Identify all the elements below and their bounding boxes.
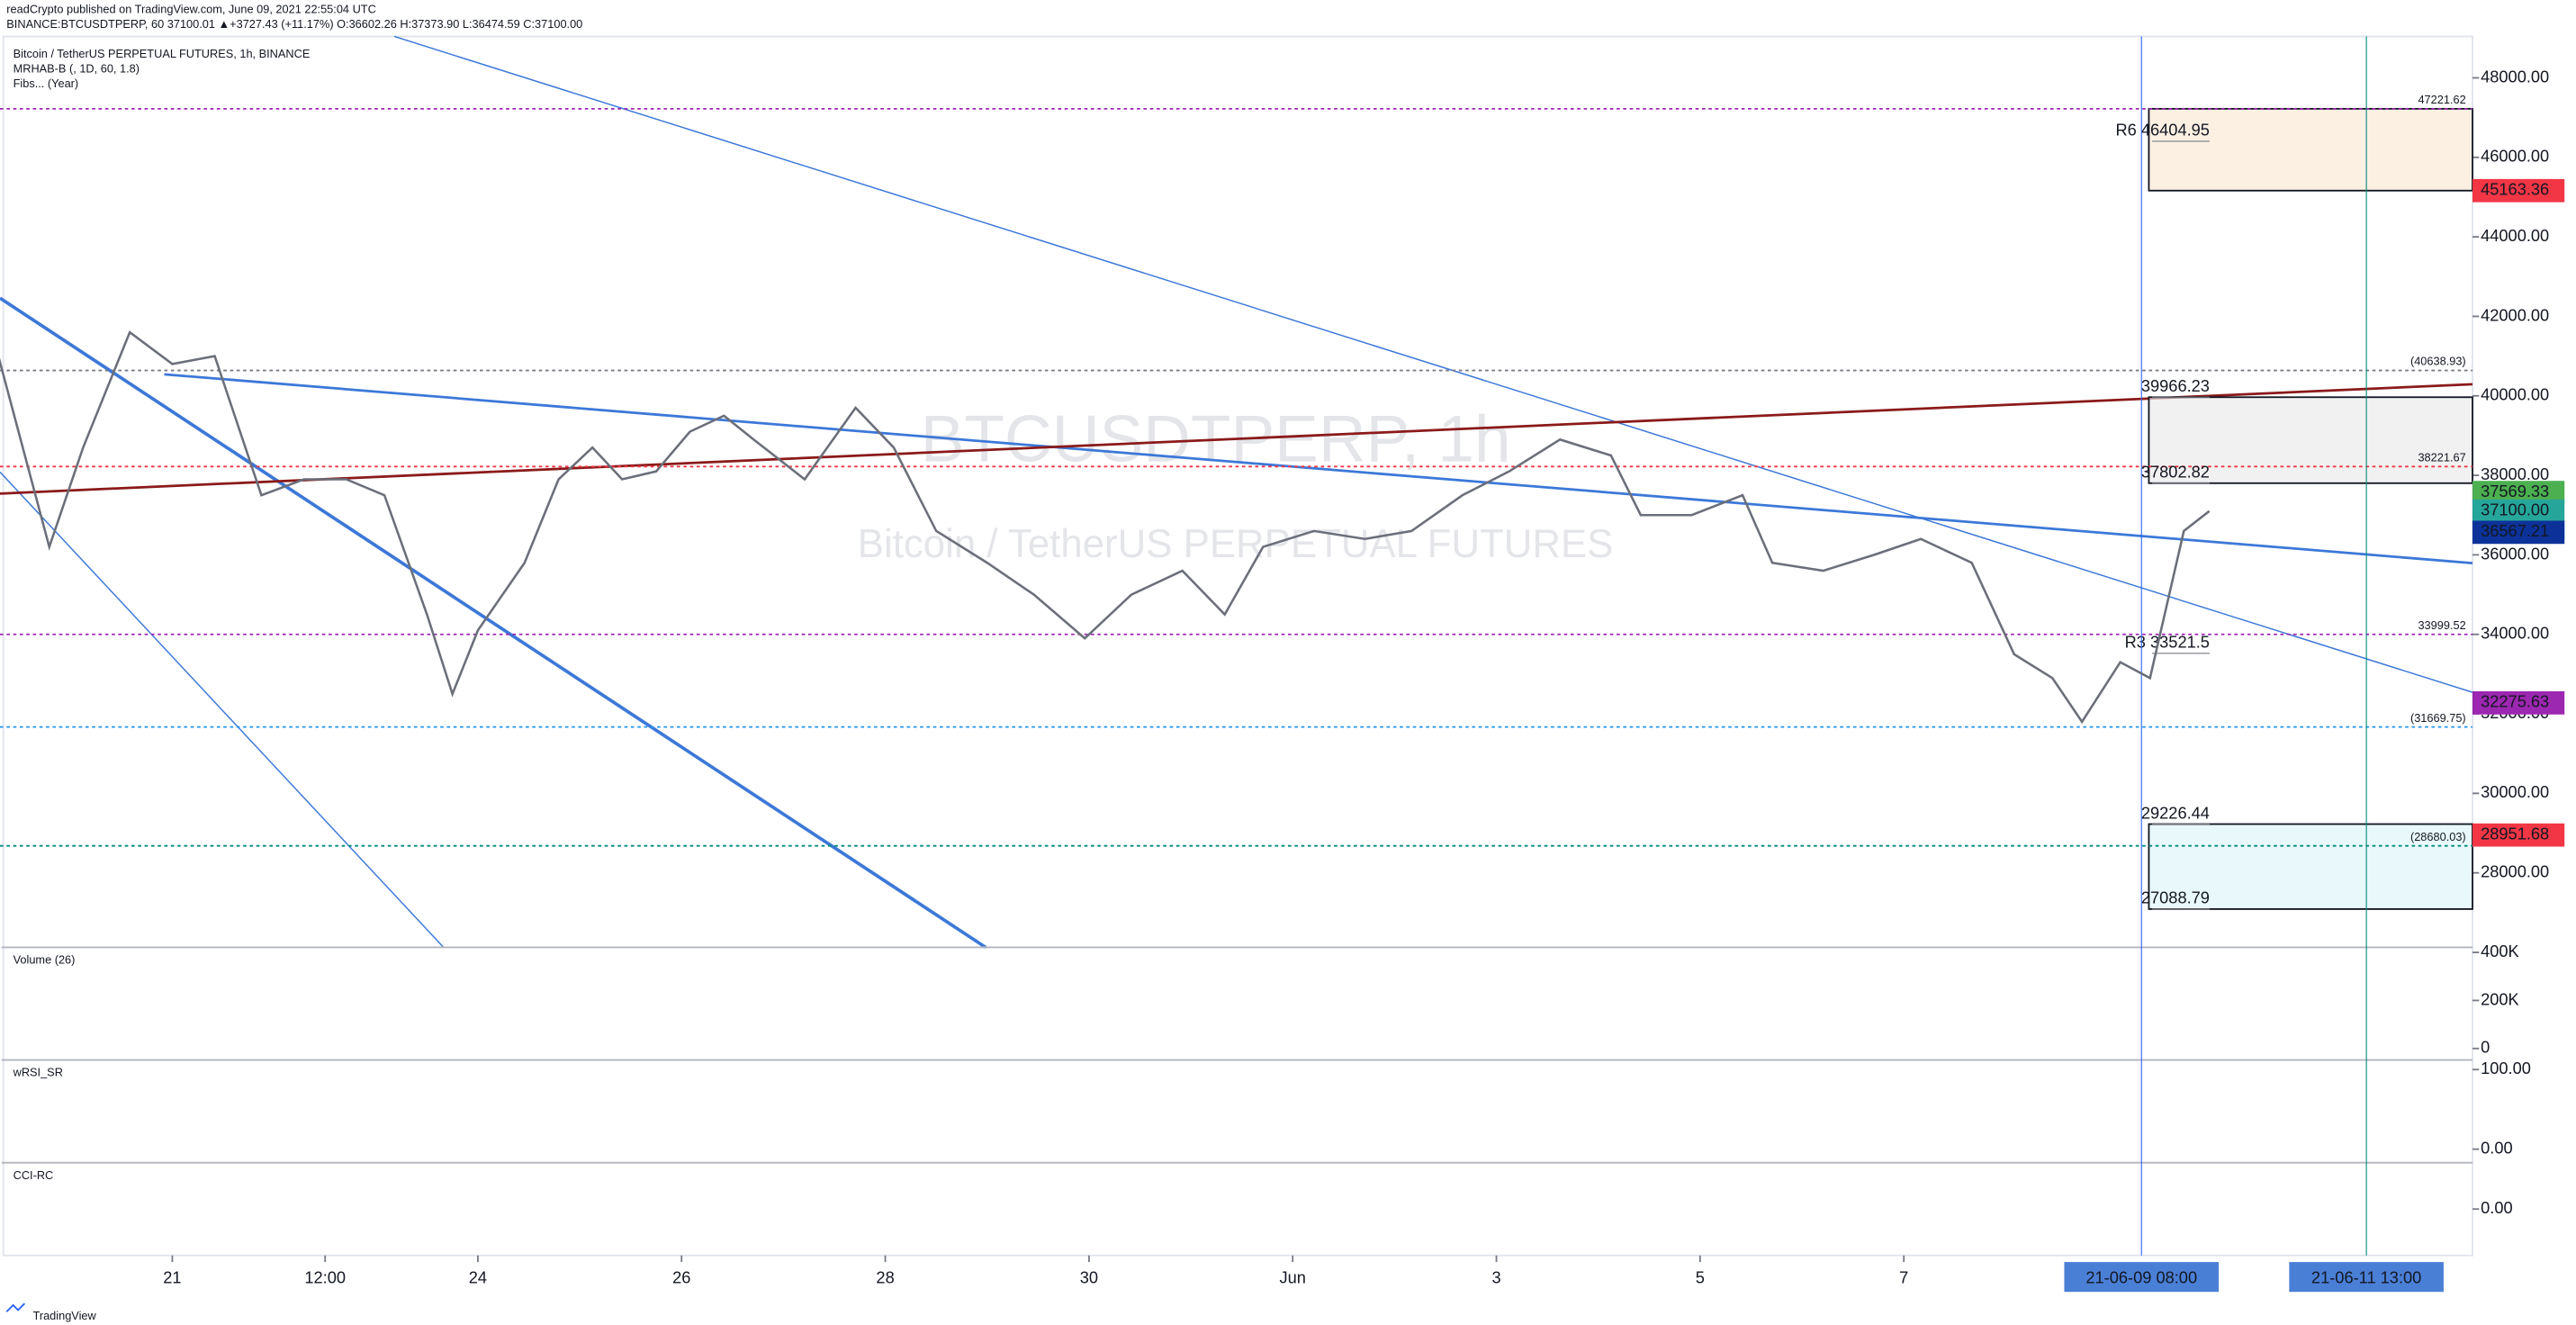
fib-label: 29226.44 <box>2141 803 2210 822</box>
fib-label: 27088.79 <box>2141 888 2210 907</box>
legend-item: Fibs... (Year) <box>14 77 79 90</box>
x-tick-label: 5 <box>1696 1267 1705 1286</box>
logo <box>5 1302 26 1312</box>
level-label: 38221.67 <box>2418 450 2465 464</box>
cursor-label: 21-06-09 08:00 <box>2085 1267 2197 1286</box>
x-tick-label: Jun <box>1280 1267 1306 1286</box>
y-tick-label: 0.00 <box>2481 1198 2513 1217</box>
pane-title: CCI-RC <box>14 1168 54 1182</box>
cursor-box <box>2064 1262 2220 1293</box>
level-label: (40638.93) <box>2410 355 2466 368</box>
trend-line <box>0 383 2473 495</box>
price-label: 28951.68 <box>2481 824 2549 843</box>
price-label: 36567.21 <box>2481 521 2549 540</box>
zone <box>2148 823 2473 910</box>
x-tick-label: 21 <box>163 1267 181 1286</box>
y-tick-label: 38000.00 <box>2481 464 2549 483</box>
x-tick-label: 28 <box>876 1267 894 1286</box>
y-tick-label: 34000.00 <box>2481 624 2549 643</box>
price-label: 37569.33 <box>2481 482 2549 500</box>
fib-label: 37802.82 <box>2141 463 2210 482</box>
y-tick-label: 36000.00 <box>2481 544 2549 563</box>
pane-title: Volume (26) <box>14 953 76 967</box>
price-label-box <box>2472 178 2565 203</box>
y-tick-label: 0 <box>2481 1038 2490 1057</box>
y-tick-label: 100.00 <box>2481 1059 2531 1077</box>
price-label: 37100.00 <box>2481 500 2549 519</box>
price-line <box>0 330 2211 725</box>
x-tick-label: 7 <box>1899 1267 1908 1286</box>
price-label-box <box>2472 823 2565 847</box>
level-label: (28680.03) <box>2410 830 2466 843</box>
price-label-box <box>2472 520 2565 545</box>
trend-line <box>0 296 987 950</box>
pane-title: wRSI_SR <box>13 1066 63 1079</box>
price-label: 32275.63 <box>2481 692 2549 711</box>
legend-item: Bitcoin / TetherUS PERPETUAL FUTURES, 1h… <box>14 47 311 60</box>
fib-label: R6 46404.95 <box>2116 121 2210 140</box>
trend-line <box>393 35 2473 693</box>
x-tick-label: 12:00 <box>304 1267 346 1286</box>
y-tick-label: 400K <box>2481 942 2519 960</box>
fib-label: R3 33521.5 <box>2125 633 2210 652</box>
trend-line <box>164 373 2473 564</box>
plot-frame <box>2 35 2473 1257</box>
fib-label: 39966.23 <box>2141 376 2210 395</box>
quote: BINANCE:BTCUSDTPERP, 60 37100.01 ▲+3727.… <box>6 17 582 31</box>
zone <box>2148 396 2473 484</box>
cursor-label: 21-06-11 13:00 <box>2311 1267 2421 1286</box>
y-tick-label: 0.00 <box>2481 1138 2513 1157</box>
level-label: 33999.52 <box>2418 618 2465 632</box>
x-tick-label: 3 <box>1491 1267 1500 1286</box>
footer: TradingView <box>33 1309 97 1322</box>
price-label: 45163.36 <box>2481 180 2549 199</box>
y-tick-label: 28000.00 <box>2481 861 2549 880</box>
x-tick-label: 26 <box>672 1267 690 1286</box>
y-tick-label: 30000.00 <box>2481 782 2549 801</box>
y-tick-label: 42000.00 <box>2481 305 2549 324</box>
trend-line <box>0 471 445 948</box>
level-label: 47221.62 <box>2418 93 2465 106</box>
price-label-box <box>2472 690 2565 715</box>
watermark-description: Bitcoin / TetherUS PERPETUAL FUTURES <box>858 522 1614 566</box>
x-tick-label: 30 <box>1080 1267 1098 1286</box>
publisher: readCrypto published on TradingView.com,… <box>6 2 376 15</box>
y-tick-label: 44000.00 <box>2481 226 2549 245</box>
cursor-box <box>2289 1262 2444 1293</box>
y-tick-label: 40000.00 <box>2481 385 2549 404</box>
y-tick-label: 46000.00 <box>2481 147 2549 166</box>
y-tick-label: 48000.00 <box>2481 67 2549 86</box>
level-label: (31669.75) <box>2410 711 2466 725</box>
legend-item: MRHAB-B (, 1D, 60, 1.8) <box>14 62 140 76</box>
y-tick-label: 200K <box>2481 989 2519 1008</box>
x-tick-label: 24 <box>469 1267 487 1286</box>
zone <box>2148 107 2473 192</box>
